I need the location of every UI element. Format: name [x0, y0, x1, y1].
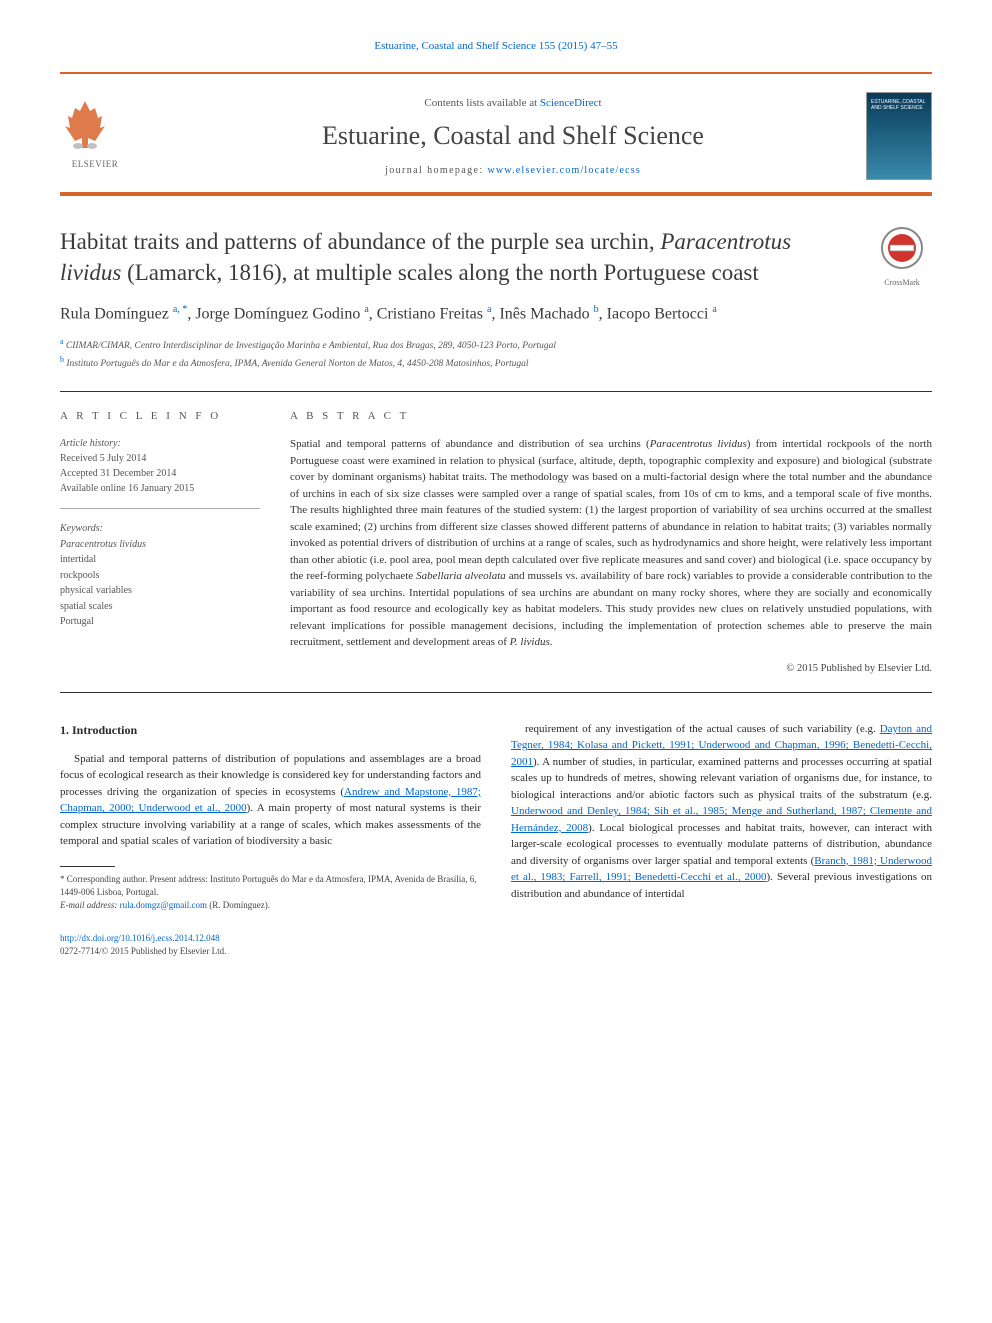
- contents-line: Contents lists available at ScienceDirec…: [160, 97, 866, 109]
- homepage-line: journal homepage: www.elsevier.com/locat…: [160, 165, 866, 176]
- abstract-heading: A B S T R A C T: [290, 410, 932, 422]
- keyword-item: intertidal: [60, 552, 260, 568]
- keyword-item: Portugal: [60, 614, 260, 630]
- affiliation-a: a CIIMAR/CIMAR, Centro Interdisciplinar …: [60, 336, 932, 353]
- corresponding-author-note: * Corresponding author. Present address:…: [60, 873, 481, 912]
- journal-title: Estuarine, Coastal and Shelf Science: [160, 121, 866, 151]
- article-info-column: A R T I C L E I N F O Article history: R…: [60, 410, 260, 674]
- cover-thumb-label: ESTUARINE, COASTAL AND SHELF SCIENCE: [871, 99, 931, 111]
- affiliation-b: b Instituto Português do Mar e da Atmosf…: [60, 354, 932, 371]
- affiliation-a-text: CIIMAR/CIMAR, Centro Interdisciplinar de…: [66, 342, 556, 352]
- doi-link[interactable]: http://dx.doi.org/10.1016/j.ecss.2014.12…: [60, 933, 220, 943]
- homepage-label: journal homepage:: [385, 165, 487, 176]
- abstract-body: Spatial and temporal patterns of abundan…: [290, 436, 932, 651]
- masthead-center: Contents lists available at ScienceDirec…: [160, 97, 866, 176]
- abstract-column: A B S T R A C T Spatial and temporal pat…: [290, 410, 932, 674]
- elsevier-logo[interactable]: ELSEVIER: [60, 96, 130, 176]
- article-title: Habitat traits and patterns of abundance…: [60, 226, 872, 288]
- history-received: Received 5 July 2014: [60, 451, 260, 466]
- contents-prefix: Contents lists available at: [424, 97, 539, 109]
- body-col-left: 1. Introduction Spatial and temporal pat…: [60, 721, 481, 958]
- title-row: Habitat traits and patterns of abundance…: [60, 226, 932, 288]
- intro-paragraph-2: requirement of any investigation of the …: [511, 721, 932, 903]
- footer-meta: http://dx.doi.org/10.1016/j.ecss.2014.12…: [60, 932, 481, 958]
- keyword-0: Paracentrotus lividus: [60, 539, 146, 550]
- history-online: Available online 16 January 2015: [60, 481, 260, 496]
- author-list: Rula Domínguez a, *, Jorge Domínguez God…: [60, 302, 932, 326]
- crossmark-label: CrossMark: [872, 278, 932, 287]
- issn-line: 0272-7714/© 2015 Published by Elsevier L…: [60, 945, 481, 958]
- body-col-right: requirement of any investigation of the …: [511, 721, 932, 958]
- affiliations: a CIIMAR/CIMAR, Centro Interdisciplinar …: [60, 336, 932, 371]
- article-info-heading: A R T I C L E I N F O: [60, 410, 260, 422]
- corr-email-suffix: (R. Domínguez).: [207, 900, 270, 910]
- history-accepted: Accepted 31 December 2014: [60, 466, 260, 481]
- keywords-label: Keywords:: [60, 521, 260, 537]
- elsevier-tree-icon: [60, 96, 110, 151]
- keyword-item: Paracentrotus lividus: [60, 537, 260, 553]
- crossmark-widget[interactable]: CrossMark: [872, 226, 932, 287]
- masthead: ELSEVIER Contents lists available at Sci…: [60, 72, 932, 196]
- section-heading-intro: 1. Introduction: [60, 721, 481, 739]
- crossmark-icon: [880, 226, 924, 270]
- article-history: Article history: Received 5 July 2014 Ac…: [60, 436, 260, 509]
- homepage-url[interactable]: www.elsevier.com/locate/ecss: [487, 165, 640, 176]
- title-part1: Habitat traits and patterns of abundance…: [60, 229, 660, 254]
- corr-text: * Corresponding author. Present address:…: [60, 873, 481, 899]
- body-columns: 1. Introduction Spatial and temporal pat…: [60, 721, 932, 958]
- citation-link[interactable]: Estuarine, Coastal and Shelf Science 155…: [374, 40, 617, 52]
- affiliation-b-text: Instituto Português do Mar e da Atmosfer…: [66, 359, 528, 369]
- journal-cover-thumb[interactable]: ESTUARINE, COASTAL AND SHELF SCIENCE: [866, 92, 932, 180]
- keyword-item: physical variables: [60, 583, 260, 599]
- email-label: E-mail address:: [60, 900, 120, 910]
- publisher-label: ELSEVIER: [60, 159, 130, 169]
- keywords-block: Keywords: Paracentrotus lividus intertid…: [60, 521, 260, 630]
- title-part2: (Lamarck, 1816), at multiple scales alon…: [121, 260, 758, 285]
- citation-header: Estuarine, Coastal and Shelf Science 155…: [60, 40, 932, 52]
- corr-email-link[interactable]: rula.domgz@gmail.com: [120, 900, 207, 910]
- info-abstract-row: A R T I C L E I N F O Article history: R…: [60, 391, 932, 693]
- keyword-item: spatial scales: [60, 599, 260, 615]
- sciencedirect-link[interactable]: ScienceDirect: [540, 97, 602, 109]
- corr-email-line: E-mail address: rula.domgz@gmail.com (R.…: [60, 899, 481, 912]
- keyword-item: rockpools: [60, 568, 260, 584]
- footnote-rule: [60, 866, 115, 867]
- history-label: Article history:: [60, 436, 260, 451]
- intro-paragraph-1: Spatial and temporal patterns of distrib…: [60, 751, 481, 850]
- abstract-copyright: © 2015 Published by Elsevier Ltd.: [290, 663, 932, 674]
